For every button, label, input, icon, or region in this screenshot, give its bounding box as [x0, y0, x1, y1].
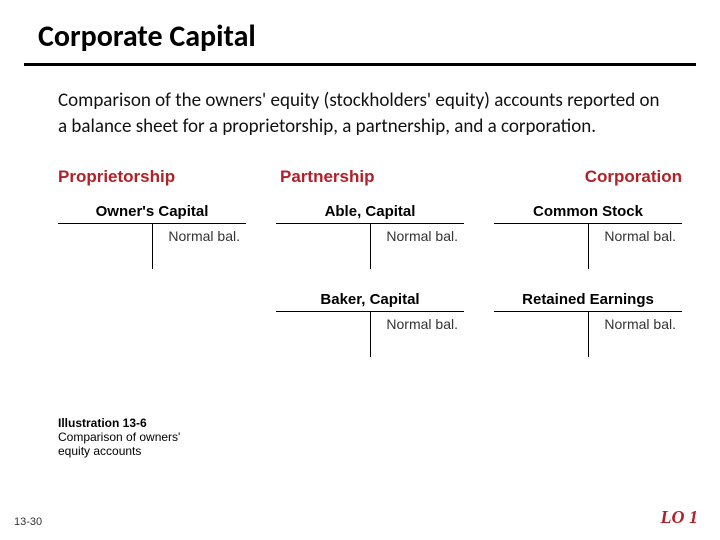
account-title: Retained Earnings	[494, 291, 682, 311]
t-account-box: Normal bal.	[276, 223, 464, 269]
learning-objective: LO 1	[661, 507, 699, 528]
account-title: Baker, Capital	[276, 291, 464, 311]
slide-number: 13-30	[14, 516, 42, 528]
t-account: Baker, Capital Normal bal.	[276, 291, 464, 357]
column-corporation: Corporation Common Stock Normal bal. Ret…	[494, 167, 682, 379]
normal-balance-label: Normal bal.	[604, 316, 676, 332]
t-account: Owner's Capital Normal bal.	[58, 203, 246, 269]
caption-body: Comparison of owners' equity accounts	[58, 430, 208, 459]
column-proprietorship: Proprietorship Owner's Capital Normal ba…	[58, 167, 246, 379]
t-account: Able, Capital Normal bal.	[276, 203, 464, 269]
t-account-box: Normal bal.	[58, 223, 246, 269]
illustration-caption: Illustration 13-6 Comparison of owners' …	[58, 416, 208, 459]
normal-balance-label: Normal bal.	[386, 228, 458, 244]
normal-balance-label: Normal bal.	[168, 228, 240, 244]
column-heading: Corporation	[494, 167, 682, 187]
t-account-box: Normal bal.	[276, 311, 464, 357]
normal-balance-label: Normal bal.	[386, 316, 458, 332]
account-title: Able, Capital	[276, 203, 464, 223]
column-heading: Partnership	[276, 167, 464, 187]
accounts-grid: Proprietorship Owner's Capital Normal ba…	[0, 139, 720, 379]
page-title: Corporate Capital	[0, 0, 720, 63]
t-account: Common Stock Normal bal.	[494, 203, 682, 269]
t-account-box: Normal bal.	[494, 311, 682, 357]
caption-title: Illustration 13-6	[58, 416, 208, 430]
normal-balance-label: Normal bal.	[604, 228, 676, 244]
t-account: Retained Earnings Normal bal.	[494, 291, 682, 357]
account-title: Owner's Capital	[58, 203, 246, 223]
column-heading: Proprietorship	[58, 167, 246, 187]
column-partnership: Partnership Able, Capital Normal bal. Ba…	[276, 167, 464, 379]
account-title: Common Stock	[494, 203, 682, 223]
t-account-box: Normal bal.	[494, 223, 682, 269]
body-paragraph: Comparison of the owners' equity (stockh…	[0, 66, 720, 139]
